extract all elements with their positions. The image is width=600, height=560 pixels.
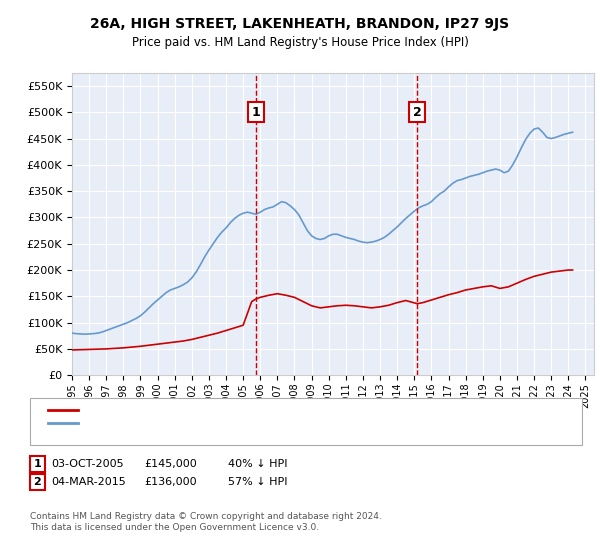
Text: 26A, HIGH STREET, LAKENHEATH, BRANDON, IP27 9JS: 26A, HIGH STREET, LAKENHEATH, BRANDON, I… — [91, 17, 509, 31]
Text: £145,000: £145,000 — [144, 459, 197, 469]
Text: 26A, HIGH STREET, LAKENHEATH, BRANDON, IP27 9JS (detached house): 26A, HIGH STREET, LAKENHEATH, BRANDON, I… — [81, 405, 455, 415]
Text: 2: 2 — [34, 477, 41, 487]
Text: 03-OCT-2005: 03-OCT-2005 — [51, 459, 124, 469]
Text: 57% ↓ HPI: 57% ↓ HPI — [228, 477, 287, 487]
Text: 04-MAR-2015: 04-MAR-2015 — [51, 477, 126, 487]
Text: 1: 1 — [251, 106, 260, 119]
Text: Price paid vs. HM Land Registry's House Price Index (HPI): Price paid vs. HM Land Registry's House … — [131, 36, 469, 49]
Text: 2: 2 — [413, 106, 422, 119]
Text: Contains HM Land Registry data © Crown copyright and database right 2024.
This d: Contains HM Land Registry data © Crown c… — [30, 512, 382, 532]
Text: £136,000: £136,000 — [144, 477, 197, 487]
Text: HPI: Average price, detached house, West Suffolk: HPI: Average price, detached house, West… — [81, 418, 339, 428]
Text: 40% ↓ HPI: 40% ↓ HPI — [228, 459, 287, 469]
Text: 1: 1 — [34, 459, 41, 469]
